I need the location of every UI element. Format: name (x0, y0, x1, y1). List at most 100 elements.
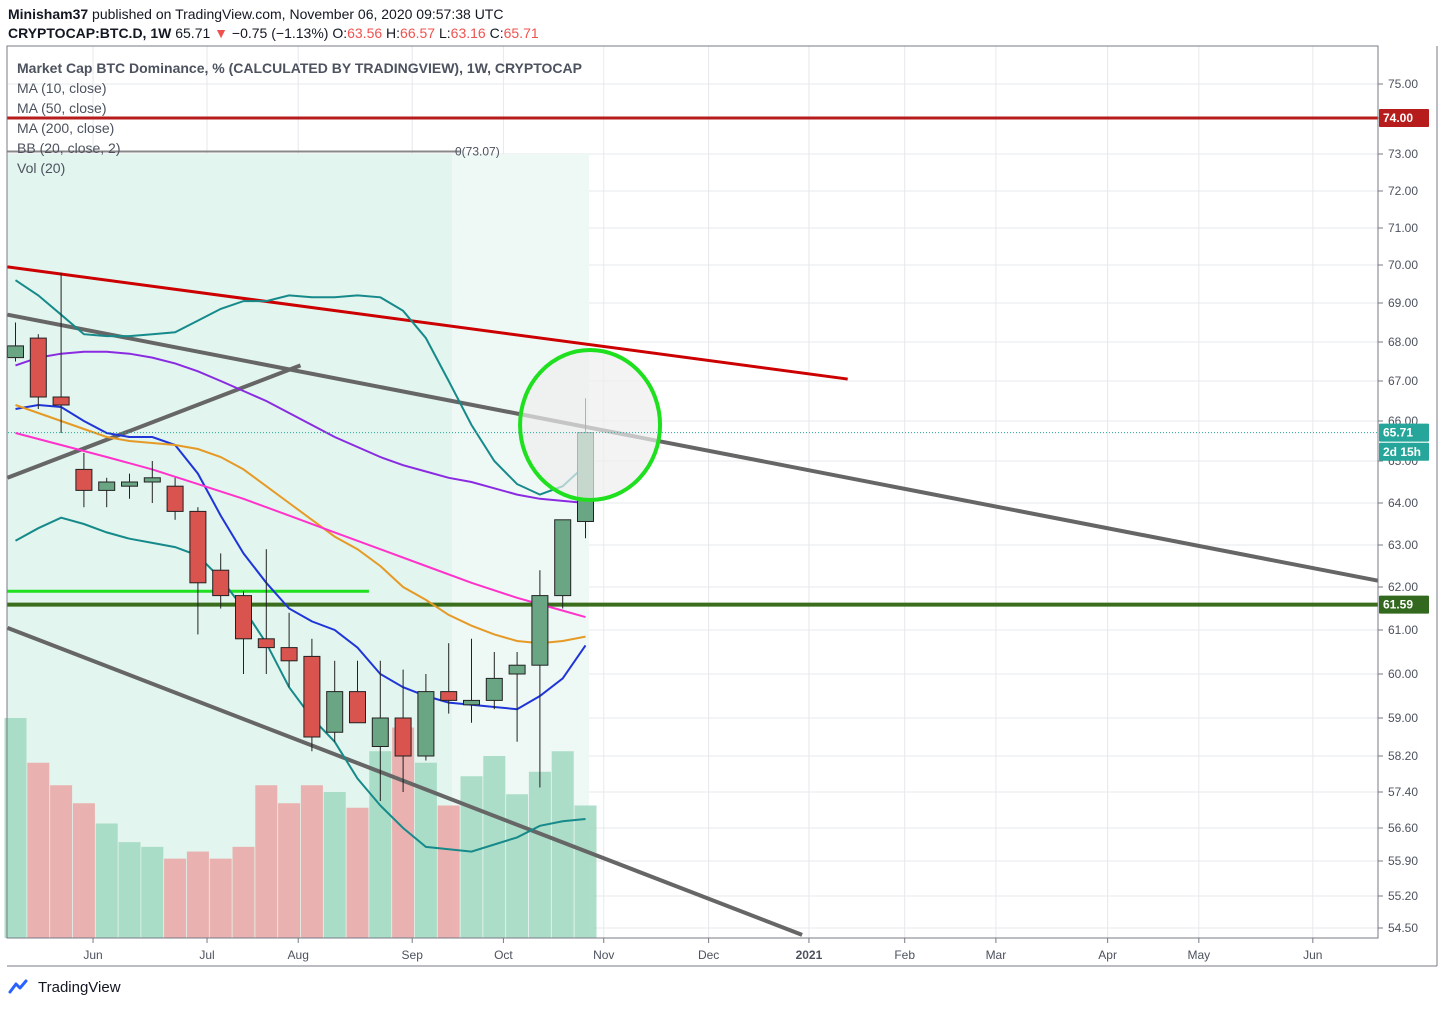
price-tag-label: 61.59 (1383, 598, 1413, 612)
candle-body (371, 717, 389, 747)
candle-body (508, 664, 526, 675)
candle-body (7, 345, 24, 359)
low-label: L: (438, 25, 451, 41)
y-tick-label: 54.50 (1388, 921, 1418, 935)
high-label: H: (386, 25, 401, 41)
volume-bar (460, 776, 483, 938)
candle-body (394, 717, 412, 757)
ohlc-header: CRYPTOCAP:BTC.D, 1W 65.71 ▼ −0.75 (−1.13… (8, 25, 539, 41)
x-tick-label: Oct (494, 948, 513, 962)
volume-bar (551, 751, 574, 938)
candle-body (463, 699, 480, 706)
candle-body (121, 481, 138, 487)
x-tick-label: Nov (593, 948, 614, 962)
candle-body (440, 691, 458, 701)
x-tick-label: Feb (894, 948, 915, 962)
y-tick-label: 56.60 (1388, 821, 1418, 835)
price-tag-label: 65.71 (1383, 426, 1413, 440)
volume-bar (506, 794, 529, 938)
price-axis: 75.00 74.00 73.00 72.00 71.00 70.00 69.00 68.00… (1378, 77, 1418, 935)
last-price: 65.71 (175, 25, 211, 41)
candle-body (166, 485, 184, 512)
volume-bar (278, 803, 301, 938)
price-labels: 74.00 65.71 2d 15h 61.59 (1379, 109, 1429, 614)
price-tag (1379, 423, 1429, 442)
candle-body (326, 691, 344, 733)
volume-bar (414, 762, 437, 938)
y-tick-label: 72.00 (1388, 184, 1418, 198)
y-tick-label: 58.20 (1388, 749, 1418, 763)
indicator-label[interactable]: MA (50, close) (17, 100, 106, 116)
price-tag (1379, 595, 1429, 614)
plot-border (6, 45, 1379, 939)
close-value: 65.71 (503, 25, 539, 41)
candle-body (75, 468, 93, 491)
candle-body (531, 595, 549, 666)
open-label: O: (332, 25, 348, 41)
tradingview-logo-icon (8, 979, 28, 994)
time-axis: Jun Jul Aug Sep Oct Nov Dec 2021 Feb Mar Apr May Jun (83, 938, 1322, 962)
x-tick-label: Aug (288, 948, 309, 962)
trendline (6, 363, 302, 480)
y-tick-label: 70.00 (1388, 258, 1418, 272)
indicator-label[interactable]: BB (20, close, 2) (17, 140, 121, 156)
volume-bar (300, 785, 323, 938)
publish-header: Minisham37 published on TradingView.com,… (8, 6, 503, 22)
candle-body (98, 481, 116, 491)
trendline (7, 312, 1379, 583)
line-ma10 (15, 403, 587, 711)
y-tick-label: 55.20 (1388, 889, 1418, 903)
volume-bar (574, 805, 597, 938)
volume-bar (95, 823, 118, 938)
y-tick-label: 61.00 (1388, 623, 1418, 637)
x-tick-label: Dec (698, 948, 719, 962)
highlight-circle (518, 348, 663, 502)
volume-bar (323, 792, 346, 938)
volume-bars (4, 718, 597, 938)
candle-body (257, 638, 275, 649)
open-value: 63.56 (347, 25, 383, 41)
trendline (7, 265, 848, 381)
trendline (6, 625, 803, 937)
candle-body (485, 677, 503, 701)
candle-body (52, 396, 70, 406)
y-tick-label: 57.40 (1388, 785, 1418, 799)
x-tick-label: Apr (1098, 948, 1117, 962)
change-value: −0.75 (−1.13%) (231, 25, 329, 41)
highlight-ellipse (518, 348, 663, 502)
candle-body (235, 595, 252, 640)
candle-body (29, 337, 47, 398)
volume-bar (141, 846, 164, 938)
close-label: C: (489, 25, 504, 41)
candle-body (349, 691, 366, 724)
indicator-label[interactable]: MA (10, close) (17, 80, 106, 96)
symbol-label[interactable]: CRYPTOCAP:BTC.D, 1W (8, 25, 172, 41)
x-tick-label: Jun (83, 948, 102, 962)
candle-body (280, 647, 298, 662)
volume-bar (50, 785, 73, 938)
candle-body (143, 477, 161, 483)
y-tick-label: 67.00 (1388, 374, 1418, 388)
volume-bar (483, 756, 506, 938)
price-tag (1379, 442, 1429, 461)
author[interactable]: Minisham37 (8, 6, 89, 22)
price-tag-label: 74.00 (1383, 111, 1413, 125)
y-tick-label: 69.00 (1388, 296, 1418, 310)
footer[interactable]: TradingView (8, 978, 121, 996)
line-ma50 (15, 404, 586, 645)
x-tick-label: Mar (986, 948, 1007, 962)
candle-body (417, 691, 435, 757)
indicator-label[interactable]: Vol (20) (17, 160, 65, 176)
y-tick-label: 60.00 (1388, 667, 1418, 681)
indicator-label[interactable]: MA (200, close) (17, 120, 114, 136)
annotation-label: 0(73.07) (455, 144, 500, 158)
y-tick-label: 73.00 (1388, 147, 1418, 161)
indicator-label[interactable]: Market Cap BTC Dominance, % (CALCULATED … (17, 60, 582, 76)
y-tick-label: 68.00 (1388, 335, 1418, 349)
x-tick-label: Sep (402, 948, 424, 962)
volume-bar (528, 771, 551, 938)
candle-body (189, 510, 207, 584)
y-tick-label: 71.00 (1388, 221, 1418, 235)
volume-bar (164, 858, 187, 938)
